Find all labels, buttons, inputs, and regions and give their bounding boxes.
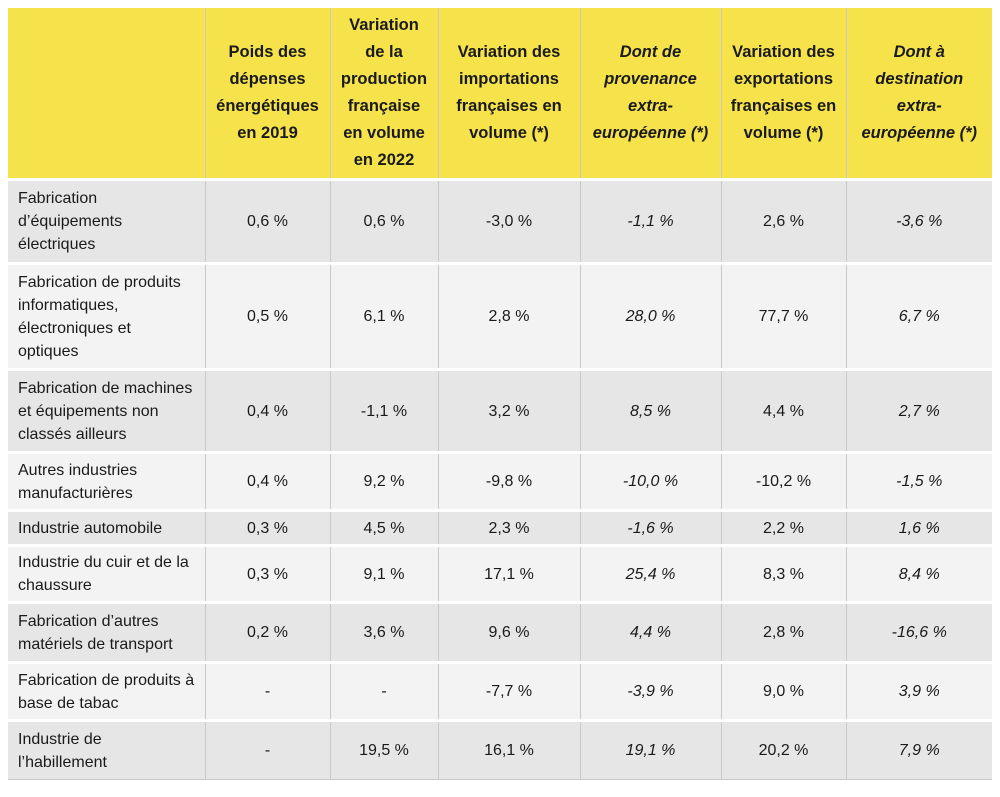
cell-imports-extra-eu: -3,9 % xyxy=(579,661,721,721)
cell-imports-extra-eu: -10,0 % xyxy=(579,451,721,511)
cell-imports-extra-eu: 8,5 % xyxy=(579,368,721,453)
cell-energy-weight: 0,2 % xyxy=(204,601,330,663)
header-imports-variation: Variation des importations françaises en… xyxy=(437,8,580,180)
cell-exports-extra-eu: 1,6 % xyxy=(845,509,992,546)
header-imports-extra-eu: Dont de provenance extra-européenne (*) xyxy=(579,8,721,180)
sector-label: Autres industries manufacturières xyxy=(8,451,205,511)
cell-production: 9,2 % xyxy=(329,451,438,511)
cell-production: -1,1 % xyxy=(329,368,438,453)
cell-exports-extra-eu: 6,7 % xyxy=(845,262,992,370)
cell-energy-weight: 0,3 % xyxy=(204,544,330,603)
sector-label: Industrie de l’habillement xyxy=(8,719,205,780)
cell-energy-weight: 0,3 % xyxy=(204,509,330,546)
cell-energy-weight: 0,6 % xyxy=(204,178,330,264)
header-energy-weight: Poids des dépenses énergétiques en 2019 xyxy=(204,8,330,180)
sector-label: Fabrication de machines et équipements n… xyxy=(8,368,205,453)
cell-exports: 9,0 % xyxy=(720,661,846,721)
cell-energy-weight: - xyxy=(204,719,330,780)
cell-imports-extra-eu: -1,6 % xyxy=(579,509,721,546)
table-row: Autres industries manufacturières 0,4 % … xyxy=(8,451,992,511)
cell-exports-extra-eu: -16,6 % xyxy=(845,601,992,663)
cell-imports-extra-eu: -1,1 % xyxy=(579,178,721,264)
cell-production: 4,5 % xyxy=(329,509,438,546)
cell-imports: 16,1 % xyxy=(437,719,580,780)
cell-exports: 4,4 % xyxy=(720,368,846,453)
data-table-container: Poids des dépenses énergétiques en 2019 … xyxy=(8,8,992,789)
cell-imports: 2,3 % xyxy=(437,509,580,546)
cell-production: 0,6 % xyxy=(329,178,438,264)
cell-exports: 2,2 % xyxy=(720,509,846,546)
cell-exports-extra-eu: 3,9 % xyxy=(845,661,992,721)
cell-production: - xyxy=(329,661,438,721)
table-row: Industrie automobile 0,3 % 4,5 % 2,3 % -… xyxy=(8,509,992,546)
cell-imports: -9,8 % xyxy=(437,451,580,511)
header-sector xyxy=(8,8,205,180)
cell-imports: 2,8 % xyxy=(437,262,580,370)
sector-label: Fabrication d’équipements électriques xyxy=(8,178,205,264)
table-row: Fabrication de produits informatiques, é… xyxy=(8,262,992,370)
cell-exports: 2,6 % xyxy=(720,178,846,264)
cell-exports: 77,7 % xyxy=(720,262,846,370)
header-exports-extra-eu: Dont à destination extra-européenne (*) xyxy=(845,8,992,180)
header-exports-variation: Variation des exportations françaises en… xyxy=(720,8,846,180)
cell-exports-extra-eu: -3,6 % xyxy=(845,178,992,264)
cell-production: 6,1 % xyxy=(329,262,438,370)
cell-imports-extra-eu: 28,0 % xyxy=(579,262,721,370)
cell-imports: -7,7 % xyxy=(437,661,580,721)
header-production-variation: Variation de la production française en … xyxy=(329,8,438,180)
table-row: Industrie du cuir et de la chaussure 0,3… xyxy=(8,544,992,603)
table-row: Fabrication d’autres matériels de transp… xyxy=(8,601,992,663)
sector-label: Fabrication de produits à base de tabac xyxy=(8,661,205,721)
cell-exports-extra-eu: -1,5 % xyxy=(845,451,992,511)
cell-imports: 9,6 % xyxy=(437,601,580,663)
cell-imports: 3,2 % xyxy=(437,368,580,453)
cell-exports: -10,2 % xyxy=(720,451,846,511)
cell-energy-weight: 0,4 % xyxy=(204,451,330,511)
cell-imports: -3,0 % xyxy=(437,178,580,264)
cell-imports: 17,1 % xyxy=(437,544,580,603)
table-row: Fabrication d’équipements électriques 0,… xyxy=(8,178,992,264)
energy-trade-table: Poids des dépenses énergétiques en 2019 … xyxy=(8,8,992,780)
cell-production: 19,5 % xyxy=(329,719,438,780)
cell-energy-weight: - xyxy=(204,661,330,721)
sector-label: Fabrication de produits informatiques, é… xyxy=(8,262,205,370)
cell-energy-weight: 0,4 % xyxy=(204,368,330,453)
cell-exports: 2,8 % xyxy=(720,601,846,663)
cell-imports-extra-eu: 25,4 % xyxy=(579,544,721,603)
cell-imports-extra-eu: 4,4 % xyxy=(579,601,721,663)
cell-exports-extra-eu: 7,9 % xyxy=(845,719,992,780)
table-row: Fabrication de produits à base de tabac … xyxy=(8,661,992,721)
cell-imports-extra-eu: 19,1 % xyxy=(579,719,721,780)
header-row: Poids des dépenses énergétiques en 2019 … xyxy=(8,8,992,180)
cell-production: 9,1 % xyxy=(329,544,438,603)
cell-exports: 20,2 % xyxy=(720,719,846,780)
cell-exports: 8,3 % xyxy=(720,544,846,603)
sector-label: Industrie du cuir et de la chaussure xyxy=(8,544,205,603)
table-row: Industrie de l’habillement - 19,5 % 16,1… xyxy=(8,719,992,780)
cell-production: 3,6 % xyxy=(329,601,438,663)
cell-energy-weight: 0,5 % xyxy=(204,262,330,370)
table-row: Fabrication de machines et équipements n… xyxy=(8,368,992,453)
sector-label: Industrie automobile xyxy=(8,509,205,546)
sector-label: Fabrication d’autres matériels de transp… xyxy=(8,601,205,663)
cell-exports-extra-eu: 2,7 % xyxy=(845,368,992,453)
cell-exports-extra-eu: 8,4 % xyxy=(845,544,992,603)
